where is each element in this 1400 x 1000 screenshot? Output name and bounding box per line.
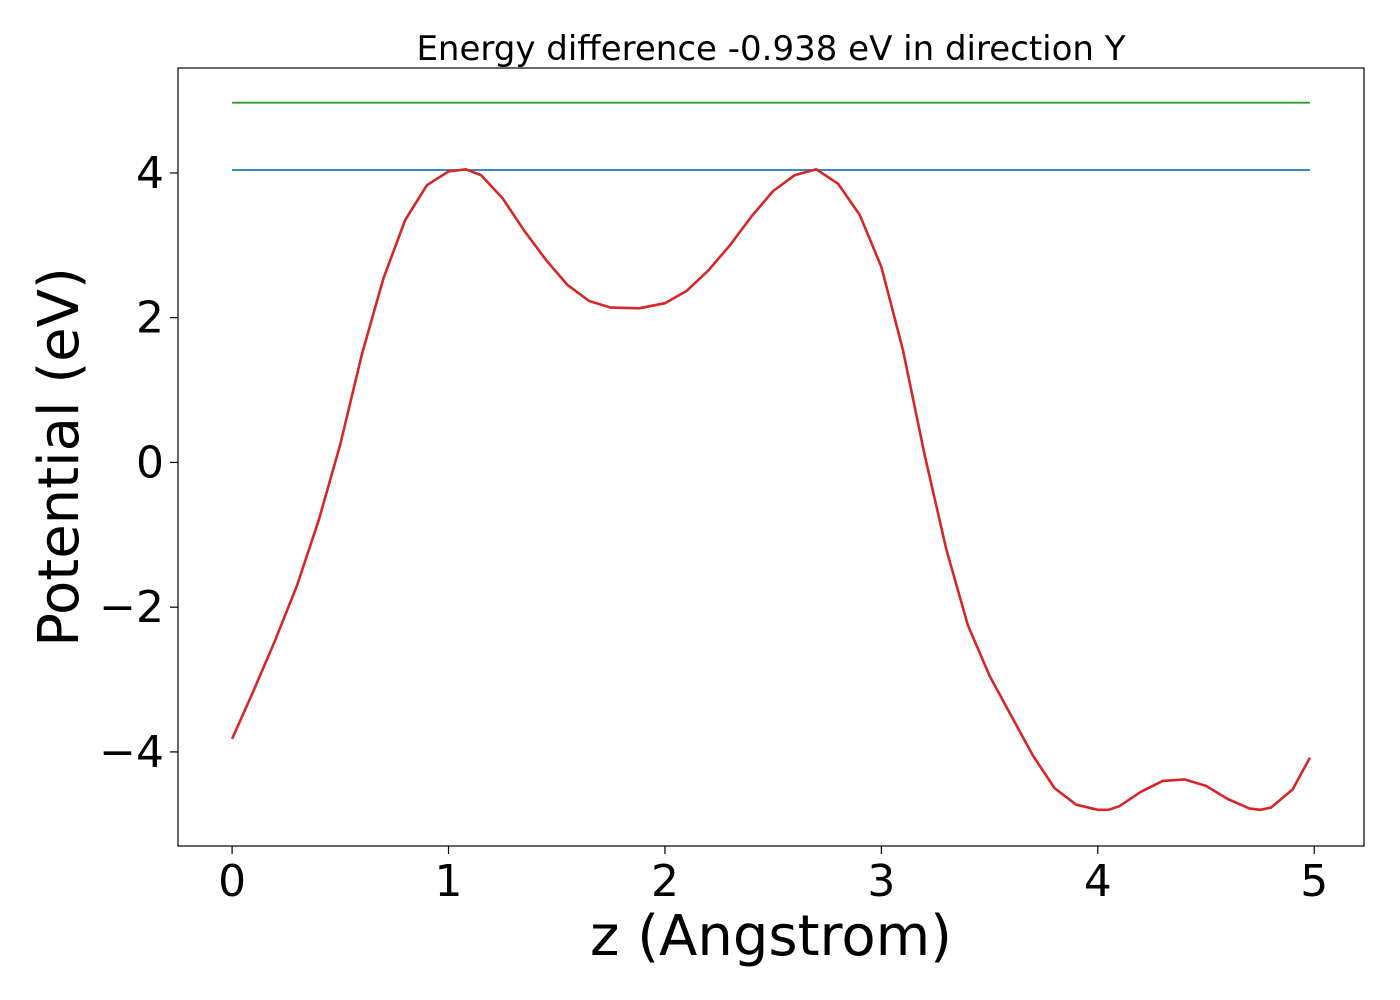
y-tick-label: 2 [136, 293, 164, 344]
x-axis-label: z (Angstrom) [590, 904, 952, 969]
x-tick-label: 0 [218, 856, 246, 907]
plot-area-frame [177, 67, 1365, 847]
y-tick-label: 0 [136, 437, 164, 488]
y-tick-label: −4 [99, 727, 164, 778]
series-line-2 [230, 168, 1312, 812]
ticks-layer: 0 1 2 3 4 5 −4 −2 0 2 4 [99, 148, 1328, 907]
x-tick-label: 5 [1300, 856, 1328, 907]
series-layer [230, 101, 1312, 812]
x-tick-label: 1 [435, 856, 463, 907]
y-tick-label: −2 [99, 582, 164, 633]
chart-title: Energy difference -0.938 eV in direction… [416, 29, 1125, 69]
x-tick-label: 2 [651, 856, 679, 907]
y-tick-label: 4 [136, 148, 164, 199]
x-tick-label: 4 [1084, 856, 1112, 907]
x-tick-label: 3 [867, 856, 895, 907]
y-axis-label: Potential (eV) [27, 267, 92, 647]
